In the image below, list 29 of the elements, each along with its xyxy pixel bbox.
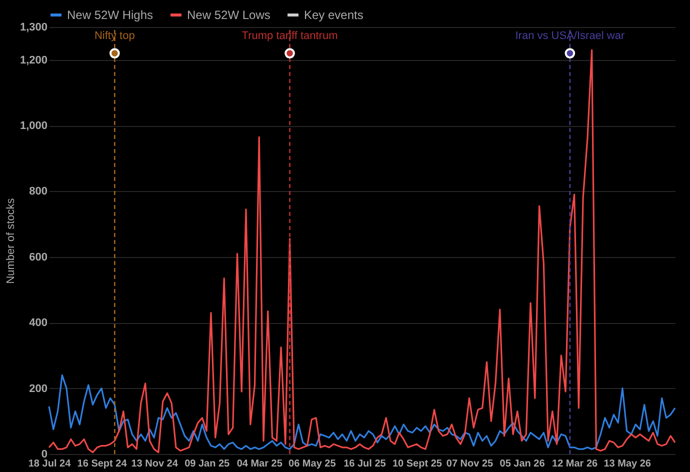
x-tick-label: 18 Jul 24 xyxy=(28,458,72,470)
y-axis-title: Number of stocks xyxy=(4,198,17,284)
x-tick-label: 07 Nov 25 xyxy=(446,458,494,470)
x-tick-label: 13 Nov 24 xyxy=(131,458,178,470)
y-tick-label: 1,000 xyxy=(20,120,48,132)
y-tick-label: 200 xyxy=(29,382,48,395)
x-tick-label: 05 Jan 26 xyxy=(500,458,546,470)
y-tick-label: 600 xyxy=(29,251,48,264)
legend-label: New 52W Highs xyxy=(67,8,154,22)
y-tick-label: 0 xyxy=(41,448,48,460)
x-tick-label: 09 Jan 25 xyxy=(184,458,230,470)
text: Key events xyxy=(304,8,364,22)
x-tick-label: 06 May 25 xyxy=(288,458,336,470)
x-tick-label: 16 Sept 24 xyxy=(77,458,128,470)
data-label: Trump tariff tantrum xyxy=(242,30,338,42)
line-series xyxy=(48,374,676,450)
x-tick-label: 16 Jul 25 xyxy=(344,458,386,470)
y-tick-label: 400 xyxy=(29,317,48,330)
x-tick-label: 12 Mar 26 xyxy=(552,458,598,470)
data-label: Nifty top xyxy=(94,30,135,42)
line-series xyxy=(48,49,676,454)
x-tick-label: 10 Sept 25 xyxy=(392,458,442,470)
x-tick-label: 13 May 26 xyxy=(604,458,652,470)
data-label: Iran vs USA/Israel war xyxy=(515,30,625,42)
y-tick-label: 800 xyxy=(29,186,48,198)
y-tick-label: 1,300 xyxy=(20,22,48,34)
legend-label: New 52W Lows xyxy=(187,8,270,22)
x-tick-label: 04 Mar 25 xyxy=(236,458,283,470)
y-tick-label: 1,200 xyxy=(20,54,48,66)
